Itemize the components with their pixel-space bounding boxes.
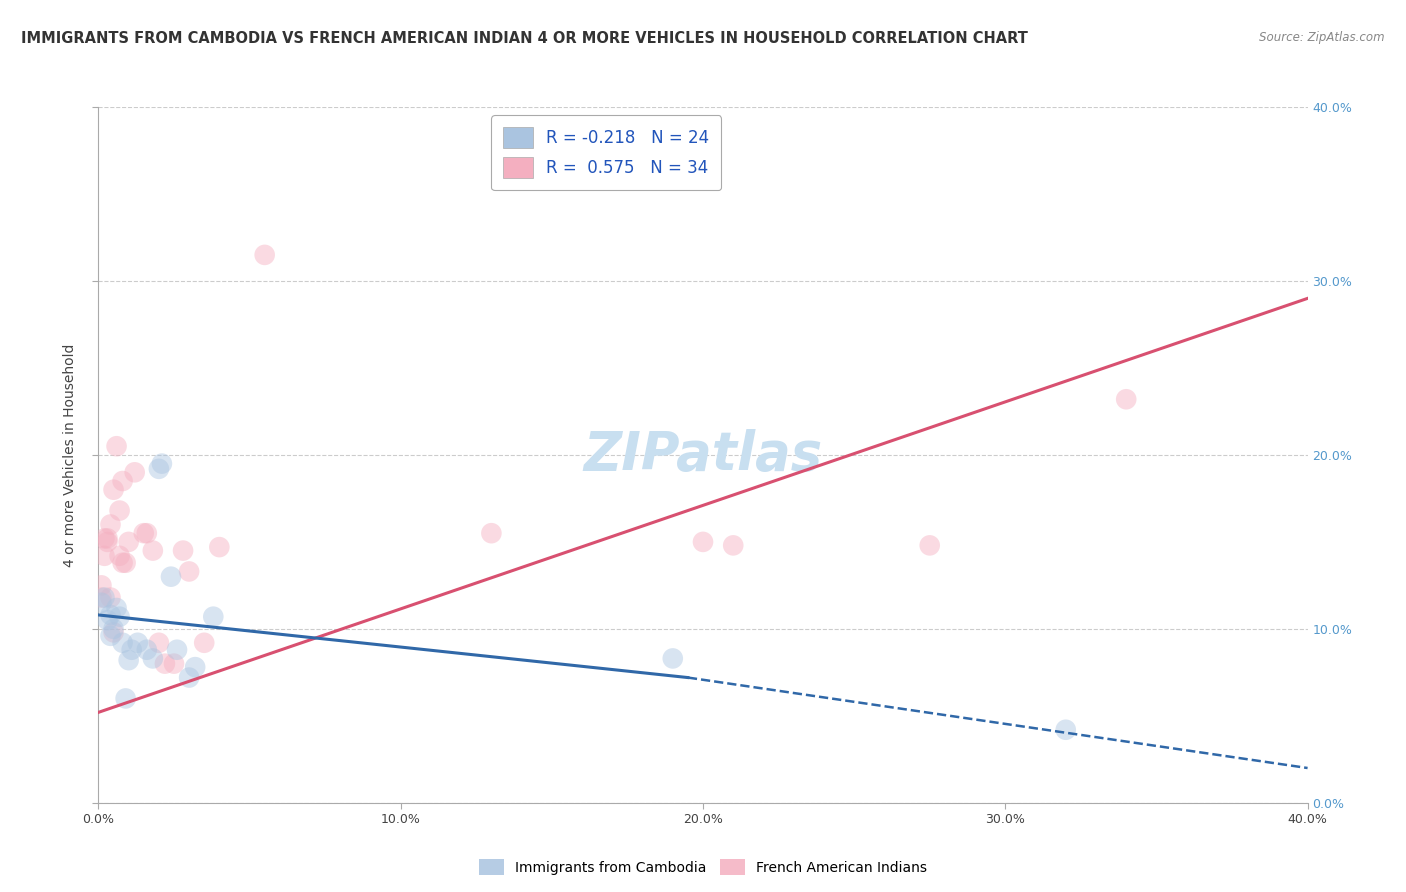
Point — [90, 596, 112, 610]
Point — [108, 609, 131, 624]
Point — [179, 671, 201, 685]
Point — [103, 622, 125, 636]
Point — [135, 526, 157, 541]
Point — [93, 591, 115, 605]
Point — [103, 483, 125, 497]
Point — [90, 578, 112, 592]
Point — [93, 532, 115, 546]
Point — [142, 543, 165, 558]
Point — [148, 636, 170, 650]
Point — [127, 636, 149, 650]
Point — [96, 613, 118, 627]
Point — [100, 517, 122, 532]
Point — [723, 538, 745, 552]
Point — [111, 636, 134, 650]
Point — [96, 534, 118, 549]
Point — [111, 474, 134, 488]
Point — [118, 653, 141, 667]
Point — [481, 526, 503, 541]
Point — [1054, 723, 1077, 737]
Point — [114, 691, 136, 706]
Point — [111, 556, 134, 570]
Point — [184, 660, 207, 674]
Point — [172, 543, 194, 558]
Point — [150, 457, 173, 471]
Point — [100, 607, 122, 622]
Point — [692, 534, 714, 549]
Text: Source: ZipAtlas.com: Source: ZipAtlas.com — [1260, 31, 1385, 45]
Point — [105, 601, 128, 615]
Point — [153, 657, 176, 671]
Text: IMMIGRANTS FROM CAMBODIA VS FRENCH AMERICAN INDIAN 4 OR MORE VEHICLES IN HOUSEHO: IMMIGRANTS FROM CAMBODIA VS FRENCH AMERI… — [21, 31, 1028, 46]
Point — [142, 651, 165, 665]
Point — [163, 657, 186, 671]
Point — [166, 642, 188, 657]
Point — [202, 609, 225, 624]
Point — [160, 570, 183, 584]
Point — [103, 625, 125, 640]
Point — [208, 540, 231, 554]
Point — [1115, 392, 1137, 407]
Point — [121, 642, 143, 657]
Point — [118, 534, 141, 549]
Point — [124, 466, 146, 480]
Point — [193, 636, 215, 650]
Point — [135, 642, 157, 657]
Legend: Immigrants from Cambodia, French American Indians: Immigrants from Cambodia, French America… — [474, 854, 932, 880]
Point — [179, 565, 201, 579]
Point — [148, 462, 170, 476]
Y-axis label: 4 or more Vehicles in Household: 4 or more Vehicles in Household — [63, 343, 77, 566]
Point — [100, 629, 122, 643]
Text: ZIPatlas: ZIPatlas — [583, 429, 823, 481]
Point — [918, 538, 941, 552]
Point — [253, 248, 276, 262]
Point — [96, 532, 118, 546]
Point — [93, 549, 115, 563]
Point — [100, 591, 122, 605]
Point — [132, 526, 155, 541]
Point — [661, 651, 683, 665]
Point — [105, 439, 128, 453]
Legend: R = -0.218   N = 24, R =  0.575   N = 34: R = -0.218 N = 24, R = 0.575 N = 34 — [491, 115, 721, 190]
Point — [90, 591, 112, 605]
Point — [108, 549, 131, 563]
Point — [114, 556, 136, 570]
Point — [108, 503, 131, 517]
